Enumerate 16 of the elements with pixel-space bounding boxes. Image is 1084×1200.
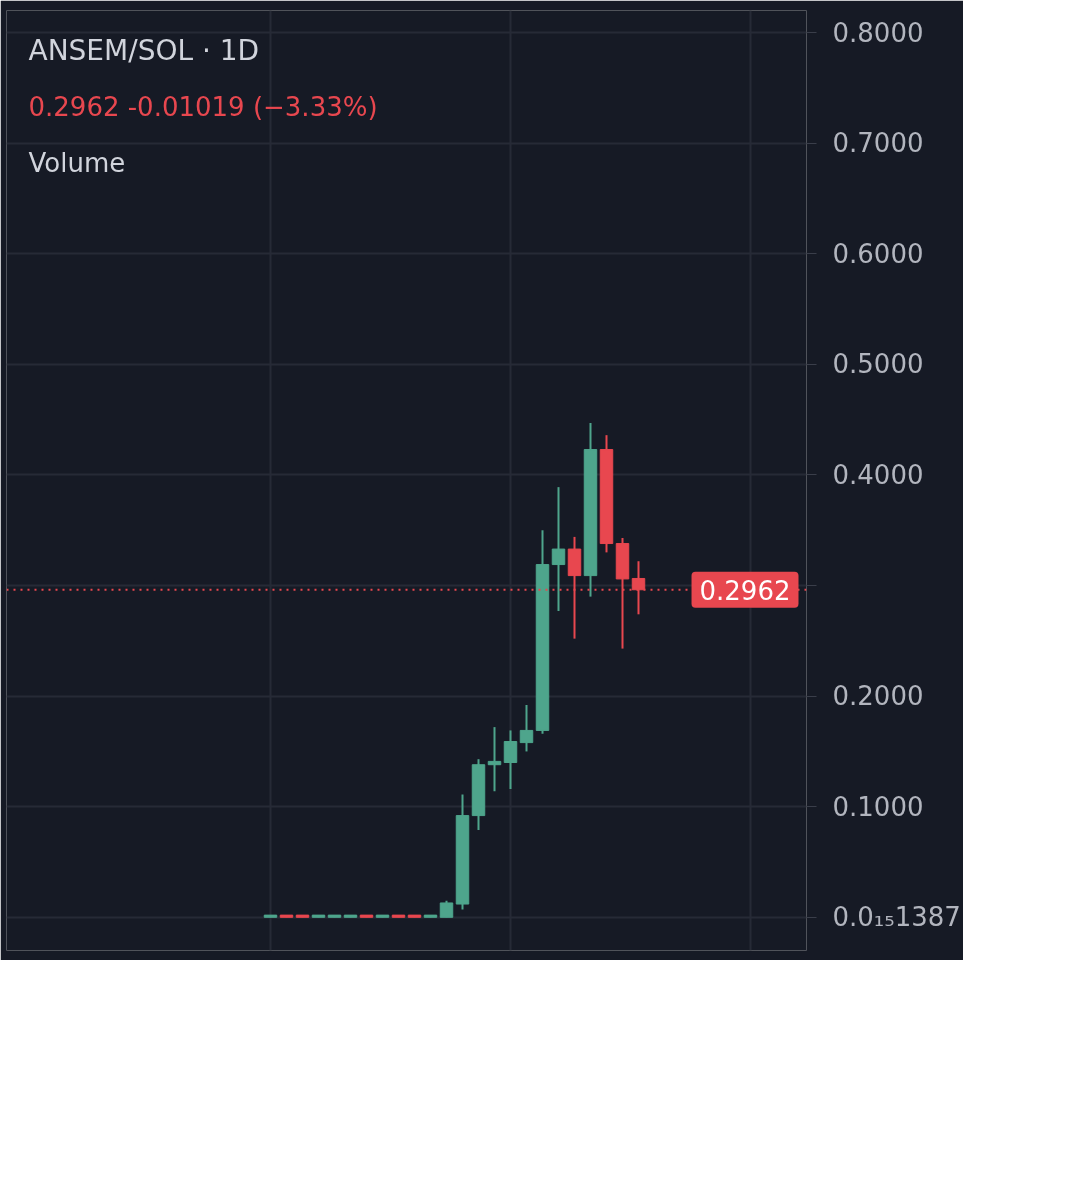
annotation: Volume: [28, 147, 126, 178]
y-tick-label: 0.2000: [832, 681, 924, 712]
candlestick: [487, 726, 502, 793]
y-tick-label: 0.0₁₅1387: [832, 902, 961, 933]
candlestick: [503, 729, 518, 791]
y-tick-label: 0.1000: [832, 791, 924, 822]
y-tick-label: 0.5000: [832, 349, 924, 380]
y-tick-label: 0.6000: [832, 238, 924, 269]
text: ANSEM/SOL · 1D: [28, 34, 260, 67]
ref-line-label: 0.2962: [699, 575, 791, 606]
y-tick-label: 0.7000: [832, 128, 924, 159]
text: 0.2962 -0.01019 (−3.33%): [28, 91, 378, 122]
y-tick-label: 0.4000: [832, 459, 924, 490]
candlestick: [519, 703, 534, 753]
candlestick: [551, 486, 566, 612]
y-tick-label: 0.8000: [832, 17, 924, 48]
